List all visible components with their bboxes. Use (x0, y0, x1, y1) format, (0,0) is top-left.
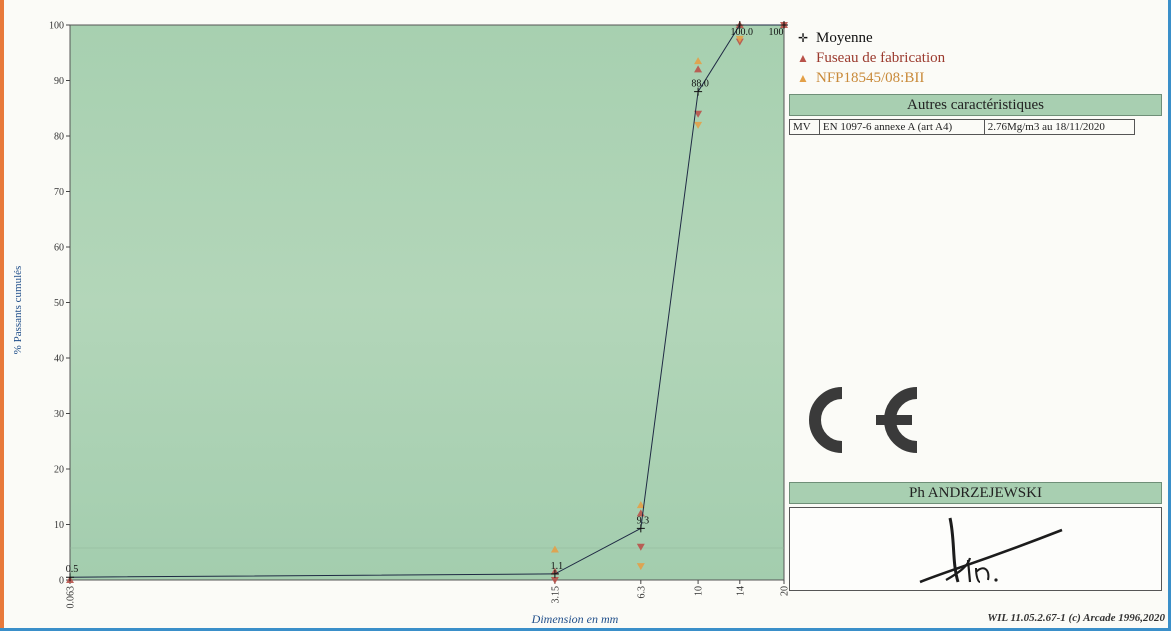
signature-box: Ph ANDRZEJEWSKI (789, 482, 1162, 591)
legend: ✛ Moyenne ▲ Fuseau de fabrication ▲ NFP1… (790, 28, 1160, 88)
legend-item-moyenne: ✛ Moyenne (790, 28, 1160, 48)
characteristics-table: MV EN 1097-6 annexe A (art A4) 2.76Mg/m3… (789, 119, 1136, 135)
legend-label: NFP18545/08:BII (816, 69, 925, 86)
frame-right-edge (1168, 0, 1171, 631)
moyenne-line (69, 24, 784, 578)
y-tick-label: 60 (54, 243, 64, 254)
y-tick-label: 30 (54, 409, 64, 420)
triangle-point (694, 121, 703, 129)
legend-item-norme: ▲ NFP18545/08:BII (790, 68, 1160, 88)
legend-label: Fuseau de fabrication (816, 49, 946, 66)
triangle-point (636, 543, 645, 551)
data-label: 1.1 (551, 561, 564, 572)
table-cell: MV (789, 119, 820, 135)
y-tick-label: 10 (54, 520, 64, 531)
data-label: 100 (769, 27, 784, 38)
moyenne-point (780, 21, 788, 29)
x-tick-label: 0.063 (66, 586, 77, 609)
triangle-point (694, 65, 703, 73)
triangle-point (636, 501, 645, 509)
plus-marker-icon: ✛ (797, 30, 809, 45)
ce-mark-logo (809, 387, 918, 453)
triangle-point (694, 57, 703, 65)
moyenne-point (550, 569, 559, 578)
y-tick-label: 20 (54, 465, 64, 476)
series-layer: 0.5 1.1 9.3 88.0 100.0 100 (66, 21, 788, 584)
x-tick-label: 10 (694, 586, 705, 596)
frame-left-edge (0, 0, 4, 631)
characteristics-box: Autres caractéristiques MV EN 1097-6 ann… (789, 94, 1162, 135)
triangle-marker-icon: ▲ (797, 70, 809, 85)
x-axis-label: Dimension en mm (531, 612, 619, 626)
signer-name: Ph ANDRZEJEWSKI (789, 482, 1162, 504)
triangle-point (694, 110, 703, 118)
y-tick-label: 50 (54, 298, 64, 309)
x-axis: 0.063 3.15 6.3 10 14 20 (66, 580, 791, 609)
y-axis-label: % Passants cumulés (12, 265, 24, 355)
y-tick-label: 40 (54, 354, 64, 365)
y-tick-label: 80 (54, 132, 64, 143)
footer-copyright: WIL 11.05.2.67-1 (c) Arcade 1996,2020 (987, 612, 1165, 624)
chart-svg: 0 10 20 30 40 50 60 70 80 90 100 0.063 3.15 6.3 10 14 2… (49, 21, 791, 609)
moyenne-point (694, 87, 703, 96)
data-label: 100.0 (731, 27, 754, 38)
triangle-marker-icon: ▲ (797, 50, 809, 65)
data-label: 88.0 (691, 79, 709, 90)
table-cell: EN 1097-6 annexe A (art A4) (818, 119, 985, 135)
characteristics-title: Autres caractéristiques (789, 94, 1162, 116)
x-tick-label: 14 (735, 586, 746, 596)
x-tick-label: 3.15 (550, 586, 561, 604)
moyenne-point (735, 21, 744, 29)
x-tick-label: 6.3 (636, 586, 647, 599)
triangle-point (636, 563, 645, 571)
legend-item-fuseau: ▲ Fuseau de fabrication (790, 48, 1160, 68)
y-tick-label: 0 (59, 576, 64, 587)
frame-bottom-edge (0, 628, 1171, 631)
y-axis: 0 10 20 30 40 50 60 70 80 90 100 (49, 21, 70, 587)
moyenne-point (66, 573, 74, 582)
legend-label: Moyenne (816, 29, 873, 46)
y-tick-label: 100 (49, 21, 64, 32)
data-label: 0.5 (66, 564, 79, 575)
data-label: 9.3 (637, 515, 650, 526)
triangle-point (550, 545, 559, 553)
y-tick-label: 70 (54, 187, 64, 198)
x-tick-label: 20 (780, 586, 791, 596)
y-tick-label: 90 (54, 76, 64, 87)
table-cell: 2.76Mg/m3 au 18/11/2020 (983, 119, 1136, 135)
triangle-point (550, 577, 559, 584)
moyenne-point (636, 524, 645, 533)
plot-area (69, 24, 785, 581)
triangle-point (735, 35, 744, 43)
table-row: MV EN 1097-6 annexe A (art A4) 2.76Mg/m3… (789, 119, 1136, 135)
signature-area (789, 507, 1162, 591)
signature-image (919, 517, 1063, 584)
